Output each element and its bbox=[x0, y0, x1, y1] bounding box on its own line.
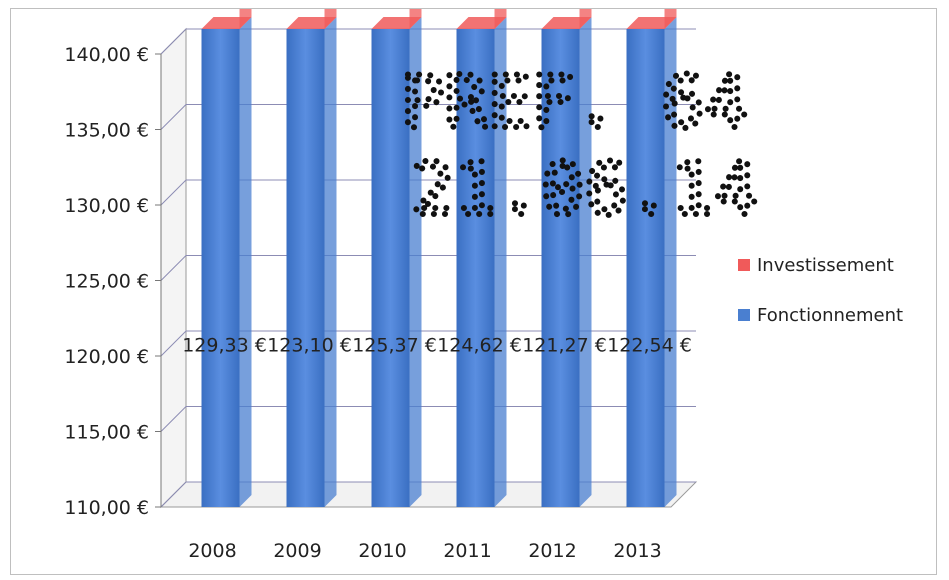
bar-side bbox=[579, 17, 592, 507]
legend-swatch-investissement bbox=[738, 259, 750, 271]
y-axis: 110,00 € 115,00 € 120,00 € 125,00 € 130,00 €… bbox=[64, 44, 162, 519]
x-tick-label-2012: 2012 bbox=[528, 540, 576, 562]
legend-label-fonctionnement: Fonctionnement bbox=[757, 305, 903, 326]
data-labels: 129,33 €6,33 €123,10 €4,54 €125,37 €4,85… bbox=[182, 334, 692, 356]
chart-canvas: 110,00 € 115,00 € 120,00 € 125,00 € 130,00 €… bbox=[64, 9, 903, 562]
bar-top bbox=[456, 17, 507, 29]
data-label-fonctionnement-2012: 121,27 € bbox=[522, 334, 607, 356]
bar-top bbox=[541, 17, 592, 29]
y-tick-label: 140,00 € bbox=[64, 44, 149, 66]
x-tick-label-2011: 2011 bbox=[443, 540, 491, 562]
x-tick-label-2010: 2010 bbox=[358, 540, 406, 562]
bars bbox=[201, 9, 677, 507]
x-axis: 2008 2009 2010 2011 2012 2013 bbox=[188, 540, 661, 562]
x-tick-label-2009: 2009 bbox=[273, 540, 321, 562]
bar-fonctionnement-2012 bbox=[541, 29, 580, 507]
y-tick-label: 125,00 € bbox=[64, 271, 149, 293]
bar-fonctionnement-2008 bbox=[201, 29, 240, 507]
gridline bbox=[160, 179, 696, 206]
bar-side bbox=[494, 17, 507, 507]
gridline bbox=[160, 330, 696, 357]
data-label-fonctionnement-2010: 125,37 € bbox=[352, 334, 437, 356]
bar-fonctionnement-2009 bbox=[286, 29, 325, 507]
y-tick-label: 120,00 € bbox=[64, 346, 149, 368]
legend: Investissement Fonctionnement bbox=[738, 255, 903, 326]
x-tick-label-2008: 2008 bbox=[188, 540, 236, 562]
stamp-line-2: 21.06.14 bbox=[411, 147, 758, 231]
data-label-fonctionnement-2009: 123,10 € bbox=[267, 334, 352, 356]
x-tick-label-2013: 2013 bbox=[613, 540, 661, 562]
y-tick-label: 115,00 € bbox=[64, 422, 149, 444]
gridline bbox=[160, 481, 696, 508]
bar-fonctionnement-2011 bbox=[456, 29, 495, 507]
bar-top bbox=[286, 17, 337, 29]
gridline bbox=[160, 406, 696, 432]
bar-side bbox=[239, 17, 252, 507]
gridlines bbox=[160, 28, 696, 508]
bar-top bbox=[626, 17, 677, 29]
bar-top bbox=[201, 17, 252, 29]
legend-label-investissement: Investissement bbox=[757, 255, 894, 276]
bar-top bbox=[371, 17, 422, 29]
gridline bbox=[160, 28, 696, 55]
legend-swatch-fonctionnement bbox=[738, 309, 750, 321]
data-label-fonctionnement-2011: 124,62 € bbox=[437, 334, 522, 356]
data-label-fonctionnement-2008: 129,33 € bbox=[182, 334, 267, 356]
gridline bbox=[160, 255, 696, 281]
y-tick-label: 135,00 € bbox=[64, 120, 149, 142]
data-label-fonctionnement-2013: 122,54 € bbox=[607, 334, 692, 356]
y-tick-label: 130,00 € bbox=[64, 195, 149, 217]
bar-fonctionnement-2010 bbox=[371, 29, 410, 507]
gridline bbox=[160, 104, 696, 130]
y-tick-label: 110,00 € bbox=[64, 497, 149, 519]
bar-side bbox=[409, 17, 422, 507]
bar-fonctionnement-2013 bbox=[626, 29, 665, 507]
chart-frame: 110,00 € 115,00 € 120,00 € 125,00 € 130,00 €… bbox=[10, 8, 937, 575]
bar-side bbox=[664, 17, 677, 507]
bar-side bbox=[324, 17, 337, 507]
stamp-line-1: PREF. 64 bbox=[401, 60, 748, 144]
date-stamp: PREF. 64 21.06.14 bbox=[398, 57, 761, 234]
